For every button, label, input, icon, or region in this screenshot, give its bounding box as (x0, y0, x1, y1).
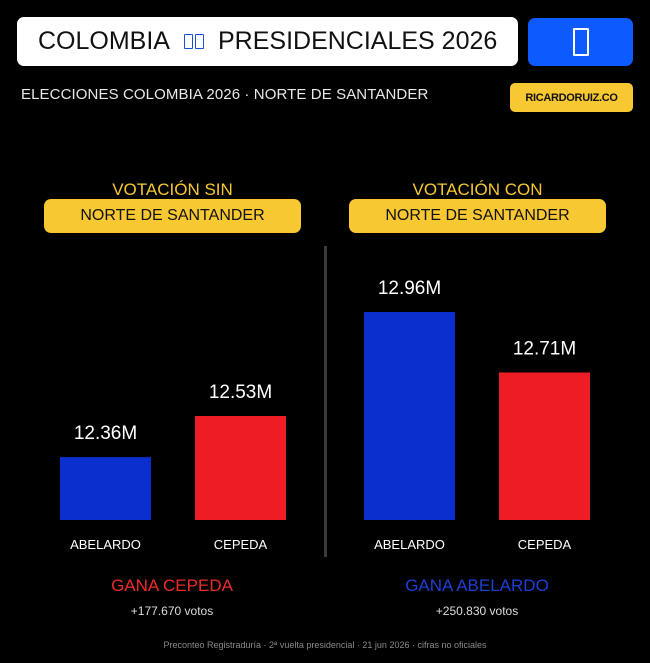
result-left: GANA CEPEDA (111, 576, 233, 595)
panel-right-pill: NORTE DE SANTANDER (349, 199, 606, 233)
panel-left-heading: VOTACIÓN SIN (112, 180, 233, 199)
margin-left: +177.670 votos (130, 604, 214, 618)
flag-button[interactable] (528, 18, 633, 66)
bar-abelardo (60, 457, 151, 520)
category-label: CEPEDA (214, 537, 268, 552)
result-right: GANA ABELARDO (405, 576, 549, 595)
title-bar: COLOMBIA PRESIDENCIALES 2026 (17, 17, 518, 66)
title-country: COLOMBIA (38, 27, 170, 55)
handle-badge[interactable]: RICARDORUIZ.CO (510, 83, 633, 112)
value-label: 12.53M (209, 382, 272, 403)
value-label: 12.71M (513, 338, 576, 359)
colombia-flag-icon (183, 34, 204, 49)
panel-left-pill: NORTE DE SANTANDER (44, 199, 301, 233)
title-election: PRESIDENCIALES 2026 (217, 27, 498, 55)
panel-divider (324, 246, 327, 557)
bar-abelardo (364, 312, 455, 520)
panel-right-heading: VOTACIÓN CON (412, 180, 543, 199)
category-label: ABELARDO (70, 537, 141, 552)
category-label: ABELARDO (374, 537, 445, 552)
value-label: 12.96M (378, 278, 441, 299)
footer-note: Preconteo Registraduría · 2ª vuelta pres… (163, 640, 487, 650)
bar-cepeda (195, 416, 286, 520)
value-label: 12.36M (74, 423, 137, 444)
bar-cepeda (499, 372, 590, 520)
subtitle: ELECCIONES COLOMBIA 2026 · NORTE DE SANT… (21, 86, 429, 103)
margin-right: +250.830 votos (435, 604, 519, 618)
category-label: CEPEDA (518, 537, 572, 552)
flag-icon (572, 28, 589, 56)
